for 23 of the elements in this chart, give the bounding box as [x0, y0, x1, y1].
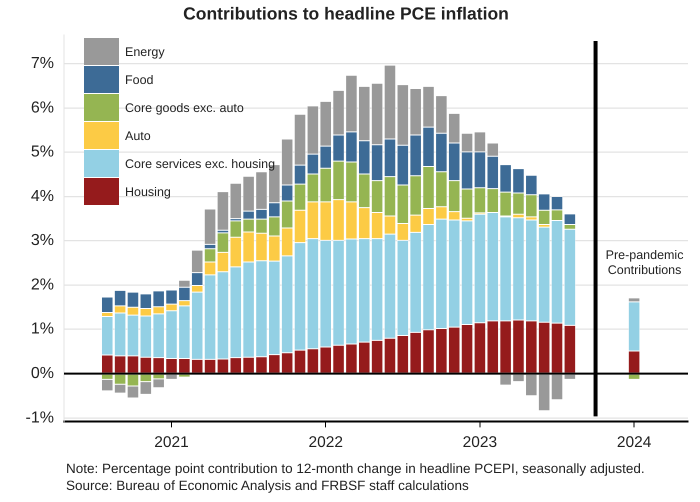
x-tick-label: 2023 [462, 434, 498, 451]
y-tick-label: 6% [30, 99, 54, 116]
chart-title: Contributions to headline PCE inflation [183, 3, 509, 24]
y-tick-label: -1% [26, 409, 54, 426]
y-tick-label: 5% [30, 144, 54, 161]
y-tick-label: 7% [30, 55, 54, 72]
legend-label: Core services exc. housing [125, 157, 276, 171]
source-note: Source: Bureau of Economic Analysis and FRBSF staff calculations [66, 478, 469, 493]
legend-label: Core goods exc. auto [125, 101, 244, 115]
legend-label: Food [125, 73, 154, 87]
legend-label: Auto [125, 129, 151, 143]
y-tick-label: 1% [30, 320, 54, 338]
y-tick-label: 0% [30, 365, 54, 382]
legend-label: Housing [125, 185, 171, 199]
ref-line-label: Pre-pandemic Contributions [604, 248, 684, 278]
x-tick-label: 2024 [616, 434, 652, 451]
y-tick-label: 3% [30, 232, 54, 250]
legend-label: Energy [125, 45, 165, 59]
text: Note: Percentage point contribution to 12-month change in headline PCEPI, seasonally adjusted. [66, 461, 645, 476]
y-tick-label: 2% [30, 276, 54, 294]
x-tick-label: 2021 [154, 434, 189, 451]
y-tick-label: 4% [30, 188, 54, 205]
x-tick-label: 2022 [308, 434, 343, 451]
